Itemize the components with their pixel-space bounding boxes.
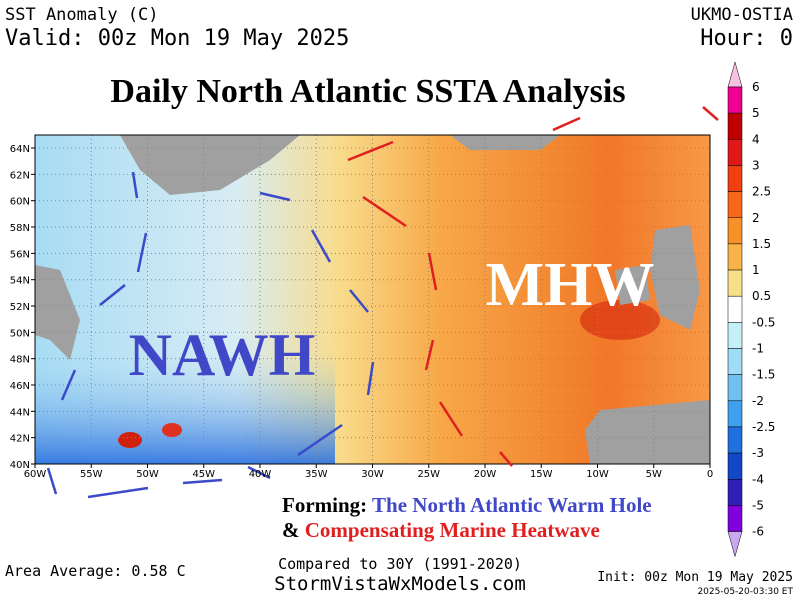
- colorbar-label: 0.5: [752, 289, 771, 303]
- caption-text: The North Atlantic Warm Hole: [372, 493, 652, 517]
- colorbar-label: -3: [752, 446, 764, 460]
- hour: Hour: 0: [700, 26, 793, 51]
- colorbar-label: 2: [752, 211, 760, 225]
- lon-label: 35W: [305, 469, 328, 480]
- cold-pool: [35, 350, 335, 464]
- colorbar-box: [727, 479, 743, 506]
- colorbar: 6 5 4 3 2.5 2 1.5 1 0.5 -0.5 -1 -1.5 -2 -2.5 -3 -4 -5 -6: [727, 61, 775, 558]
- colorbar-label: 5: [752, 106, 760, 120]
- colorbar-label: 4: [752, 132, 760, 146]
- map: MHW NAWH: [34, 106, 719, 499]
- colorbar-box: [727, 217, 743, 245]
- lon-label: 0: [707, 469, 713, 480]
- product: SST Anomaly (C): [5, 5, 159, 25]
- lon-label: 45W: [192, 469, 215, 480]
- lat-label: 50N: [10, 328, 30, 339]
- lon-label: 60W: [24, 469, 47, 480]
- nawh-label: NAWH: [129, 322, 316, 388]
- colorbar-box: [727, 295, 743, 323]
- lat-label: 62N: [10, 170, 30, 181]
- lat-label: 56N: [10, 249, 30, 260]
- colorbar-box: [727, 243, 743, 271]
- colorbar-label: -5: [752, 498, 764, 512]
- lat-label: 46N: [10, 381, 30, 392]
- colorbar-box: [727, 348, 743, 375]
- newfoundland: [35, 265, 80, 360]
- warm-eddy: [162, 423, 182, 437]
- iceland: [450, 135, 560, 150]
- colorbar-label: -2: [752, 394, 764, 408]
- colorbar-cap: [727, 61, 743, 88]
- lat-label: 54N: [10, 276, 30, 287]
- lon-label: 20W: [474, 469, 497, 480]
- colorbar-box: [727, 112, 743, 140]
- lat-label: 64N: [10, 144, 30, 155]
- colorbar-label: -1.5: [752, 368, 775, 382]
- lon-label: 25W: [417, 469, 440, 480]
- colorbar-box: [727, 269, 743, 297]
- mhw-label: MHW: [486, 251, 655, 319]
- init-time: Init: 00z Mon 19 May 2025: [597, 570, 793, 585]
- colorbar-label: 1: [752, 263, 760, 277]
- colorbar-cap: [727, 531, 743, 558]
- lat-label: 52N: [10, 302, 30, 313]
- caption-line1: Forming: The North Atlantic Warm Hole: [282, 493, 652, 517]
- caption-lead: &: [282, 518, 300, 542]
- colorbar-box: [727, 191, 743, 219]
- source: UKMO-OSTIA: [691, 5, 793, 25]
- lat-label: 44N: [10, 407, 30, 418]
- colorbar-label: 2.5: [752, 185, 771, 199]
- lat-label: 42N: [10, 434, 30, 445]
- valid-time: Valid: 00z Mon 19 May 2025: [5, 26, 349, 51]
- caption-text: Compensating Marine Heatwave: [305, 518, 600, 542]
- lon-label: 40W: [249, 469, 272, 480]
- greenland: [120, 135, 300, 195]
- colorbar-label: -2.5: [752, 420, 775, 434]
- colorbar-box: [727, 400, 743, 428]
- area-average: Area Average: 0.58 C: [5, 562, 186, 580]
- colorbar-box: [727, 426, 743, 454]
- lat-label: 48N: [10, 355, 30, 366]
- colorbar-label: -1: [752, 342, 764, 356]
- colorbar-box: [727, 86, 743, 114]
- colorbar-label: -4: [752, 472, 764, 486]
- colorbar-label: 6: [752, 80, 760, 94]
- warm-hole-outline: [46, 171, 375, 499]
- britain: [650, 225, 700, 330]
- colorbar-box: [727, 165, 743, 192]
- site: StormVistaWxModels.com: [274, 573, 526, 595]
- lon-label: 30W: [361, 469, 384, 480]
- lon-label: 10W: [586, 469, 609, 480]
- caption-line2: & Compensating Marine Heatwave: [282, 518, 600, 542]
- colorbar-label: 1.5: [752, 237, 771, 251]
- heatwave-outline: [347, 106, 719, 467]
- colorbar-label: 3: [752, 158, 760, 172]
- colorbar-box: [727, 322, 743, 349]
- lat-label: 58N: [10, 223, 30, 234]
- lon-label: 55W: [80, 469, 103, 480]
- colorbar-label: -6: [752, 525, 764, 539]
- warm-core: [580, 300, 660, 340]
- colorbar-box: [727, 374, 743, 402]
- lat-label: 40N: [10, 460, 30, 471]
- colorbar-box: [727, 452, 743, 480]
- lon-label: 5W: [646, 469, 662, 480]
- caption-lead: Forming:: [282, 493, 367, 517]
- baseline: Compared to 30Y (1991-2020): [278, 555, 522, 573]
- colorbar-box: [727, 505, 743, 532]
- lon-label: 15W: [530, 469, 553, 480]
- ireland: [615, 265, 650, 305]
- iberia: [585, 400, 710, 464]
- lon-label: 50W: [136, 469, 159, 480]
- warm-eddy: [118, 432, 142, 448]
- colorbar-box: [727, 139, 743, 166]
- timestamp: 2025-05-20-03:30 ET: [697, 587, 793, 597]
- lat-label: 60N: [10, 197, 30, 208]
- colorbar-label: -0.5: [752, 315, 775, 329]
- title: Daily North Atlantic SSTA Analysis: [110, 73, 625, 110]
